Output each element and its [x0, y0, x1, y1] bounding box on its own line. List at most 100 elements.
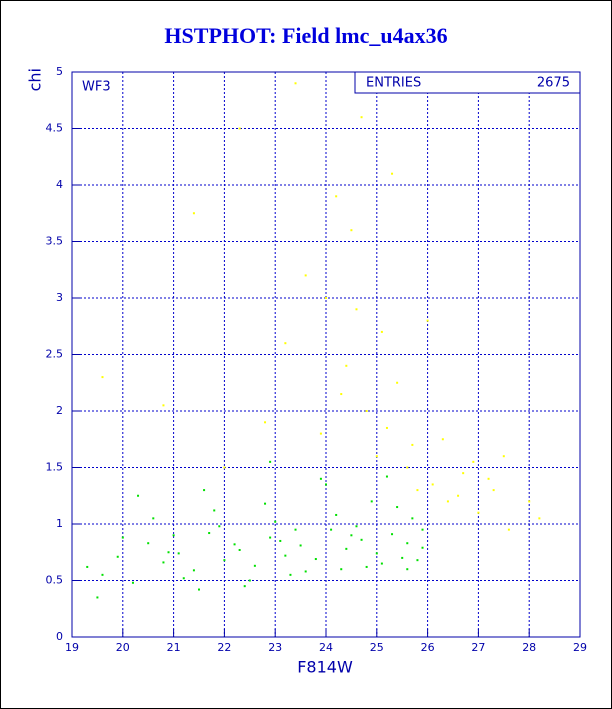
point: [416, 489, 419, 492]
point: [345, 364, 348, 367]
point: [350, 229, 353, 232]
point: [365, 410, 368, 412]
point: [289, 573, 292, 576]
y-axis-label: chi: [26, 68, 45, 91]
point: [391, 172, 394, 175]
point: [294, 528, 297, 531]
point: [238, 127, 241, 130]
point: [446, 500, 449, 503]
point: [335, 195, 338, 198]
point: [96, 596, 99, 599]
x-tick-label: 29: [573, 641, 587, 654]
point: [472, 460, 475, 463]
y-tick-label: 0: [56, 630, 63, 643]
plot-frame: [71, 71, 581, 638]
point: [380, 330, 383, 333]
point: [360, 116, 363, 119]
point: [375, 552, 378, 555]
point: [416, 559, 419, 562]
point: [355, 525, 358, 528]
y-tick-label: 4: [56, 178, 63, 191]
point: [457, 494, 460, 497]
y-tick-label: 2: [56, 404, 63, 417]
y-tick-label: 4.5: [46, 122, 64, 135]
point: [162, 404, 165, 407]
plot-area: 19 20 21 22 23 24 25 26 27 28 29 0 0.5 1 1.5 2 2.5 3 3.5 4 4…: [46, 65, 588, 654]
y-tick-label: 2.5: [46, 348, 64, 361]
point: [325, 483, 327, 486]
y-tick-label: 3: [56, 291, 63, 304]
point: [192, 569, 195, 572]
x-tick-label: 28: [522, 641, 536, 654]
point: [528, 500, 531, 503]
point: [218, 525, 221, 528]
point: [340, 568, 343, 571]
point: [431, 483, 434, 486]
point: [131, 581, 134, 584]
y-tick-label: 0.5: [46, 574, 64, 587]
point: [86, 565, 89, 568]
point: [304, 570, 307, 573]
point: [319, 432, 322, 435]
y-tick-label: 1.5: [46, 461, 64, 474]
point: [172, 534, 175, 537]
x-tick-label: 25: [370, 641, 384, 654]
point: [345, 547, 348, 550]
point: [101, 573, 104, 576]
y-tick-label: 5: [56, 65, 63, 78]
point: [147, 542, 150, 545]
point: [116, 555, 119, 558]
point: [294, 82, 297, 85]
point: [319, 477, 322, 480]
point: [421, 528, 424, 531]
point: [385, 426, 388, 429]
point: [477, 511, 480, 514]
point: [223, 559, 226, 562]
point: [538, 517, 541, 520]
point: [441, 438, 444, 441]
point: [243, 585, 246, 588]
point: [330, 528, 333, 531]
point: [396, 506, 399, 509]
point: [350, 534, 353, 537]
point: [406, 466, 409, 469]
point: [233, 543, 236, 546]
point: [152, 517, 155, 520]
point: [248, 579, 251, 582]
point: [391, 533, 394, 536]
point: [198, 588, 200, 591]
point: [269, 536, 272, 539]
point: [406, 568, 409, 571]
point: [396, 381, 399, 384]
y-tick-label: 3.5: [46, 235, 64, 248]
point: [401, 556, 404, 559]
point: [385, 475, 388, 478]
point: [121, 536, 124, 539]
x-tick-label: 19: [65, 641, 79, 654]
point: [335, 513, 338, 516]
point: [274, 520, 277, 523]
x-tick-label: 21: [167, 641, 181, 654]
point: [462, 472, 465, 475]
point: [325, 297, 327, 299]
stats-label: ENTRIES: [366, 76, 421, 91]
chart-title: HSTPHOT: Field lmc_u4ax36: [164, 23, 447, 48]
point: [162, 561, 165, 564]
point: [238, 548, 241, 551]
x-tick-label: 23: [268, 641, 282, 654]
point: [370, 500, 373, 503]
x-tick-label: 27: [471, 641, 485, 654]
point: [492, 489, 495, 492]
point: [203, 489, 206, 492]
point: [507, 528, 510, 531]
y-tick-label: 1: [56, 517, 63, 530]
stats-value: 2675: [537, 76, 570, 91]
point: [380, 562, 383, 565]
point: [284, 554, 287, 557]
x-tick-label: 20: [116, 641, 130, 654]
point: [411, 517, 414, 520]
point: [502, 455, 505, 458]
point: [253, 564, 256, 567]
point: [365, 565, 368, 568]
